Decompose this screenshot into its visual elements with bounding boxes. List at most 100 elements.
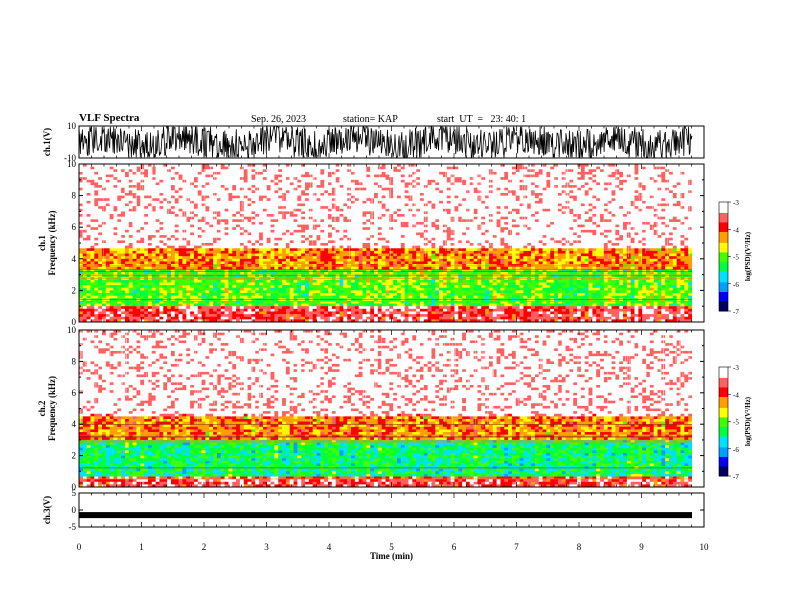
spectrogram-cell [358,287,363,291]
spectrogram-cell [163,243,168,247]
spectrogram-cell [167,182,172,186]
spectrogram-cell [347,164,352,168]
spectrogram-cell [389,306,394,310]
spectrogram-cell [86,282,91,286]
spectrogram-cell [201,306,206,310]
spectrogram-cell [144,256,149,260]
spectrogram-cell [393,192,398,196]
spectrogram-cell [393,221,398,225]
spectrogram-cell [167,192,172,196]
spectrogram-cell [124,219,130,223]
spectrogram-cell [117,250,122,254]
spectrogram-cell [236,303,241,307]
spectrogram-cell [385,203,390,207]
spectrogram-cell [117,285,122,289]
spectrogram-cell [136,240,141,244]
spectrogram-cell [98,179,103,183]
spectrogram-cell [274,271,279,275]
spectrogram-cell [113,303,118,307]
spectrogram-cell [201,195,206,199]
spectrogram-cell [105,169,111,173]
spectrogram-cell [351,185,356,189]
spectrogram-cell [305,224,310,228]
spectrogram-cell [190,287,195,291]
spectrogram-cell [354,240,360,244]
spectrogram-cell [305,227,310,231]
spectrogram-cell [113,206,118,210]
spectrogram-cell [274,293,279,297]
spectrogram-cell [132,243,137,247]
spectrogram-cell [262,256,268,260]
spectrogram-cell [343,314,348,318]
spectrogram-cell [159,229,164,233]
spectrogram-cell [170,290,176,294]
spectrogram-cell [228,200,233,204]
spectrogram-cell [190,306,195,310]
spectrogram-cell [377,240,383,244]
spectrogram-cell [132,192,137,196]
spectrogram-cell [128,306,134,310]
spectrogram-cell [293,316,298,320]
spectrogram-cell [193,203,199,207]
spectrogram-cell [351,269,356,273]
spectrogram-cell [113,243,118,247]
spectrogram-cell [270,303,275,307]
spectrogram-cell [259,232,264,236]
spectrogram-cell [377,243,383,247]
spectrogram-cell [190,227,195,231]
spectrogram-cell [86,253,91,257]
spectrogram-cell [262,179,268,183]
spectrogram-cell [270,311,275,315]
spectrogram-cell [293,285,298,289]
spectrogram-cell [255,164,260,168]
spectrogram-cell [147,192,153,196]
spectrogram-cell [347,316,352,320]
spectrogram-cell [98,187,103,191]
spectrogram-cell [174,303,180,307]
spectrogram-cell [262,192,268,196]
spectrogram-cell [285,266,291,270]
spectrogram-cell [285,235,291,239]
spectrogram-cell [159,208,164,212]
spectrogram-cell [213,285,218,289]
spectrogram-cell [163,235,168,239]
spectrogram-cell [220,266,225,270]
spectrogram-cell [305,293,310,297]
spectrogram-cell [224,164,229,168]
spectrogram-cell [209,303,214,307]
spectrogram-cell [86,277,91,281]
spectrogram-cell [209,293,214,297]
spectrogram-cell [312,214,317,218]
spectrogram-cell [278,311,283,315]
spectrogram-cell [170,319,176,323]
spectrogram-cell [209,271,214,275]
spectrogram-cell [374,290,379,294]
spectrogram-cell [90,206,95,210]
spectrogram-cell [339,219,344,223]
spectrogram-cell [109,227,114,231]
spectrogram-cell [362,279,367,283]
spectrogram-cell [328,187,333,191]
spectrogram-cell [105,245,111,249]
spectrogram-cell [209,185,214,189]
spectrogram-cell [293,311,298,315]
spectrogram-cell [351,319,356,323]
spectrogram-cell [236,311,241,315]
spectrogram-cell [151,229,157,233]
spectrogram-cell [220,319,225,323]
spectrogram-cell [163,248,168,252]
spectrogram-cell [213,195,218,199]
spectrogram-cell [239,250,245,254]
spectrogram-cell [297,277,302,281]
spectrogram-cell [266,285,271,289]
spectrogram-cell [274,308,279,312]
spectrogram-cell [381,266,386,270]
spectrogram-cell [182,300,187,304]
spectrogram-cell [182,245,187,249]
spectrogram-cell [224,287,229,291]
spectrogram-cell [79,179,84,183]
spectrogram-cell [247,171,252,175]
spectrogram-cell [274,279,279,283]
spectrogram-cell [370,245,375,249]
spectrogram-cell [105,300,111,304]
